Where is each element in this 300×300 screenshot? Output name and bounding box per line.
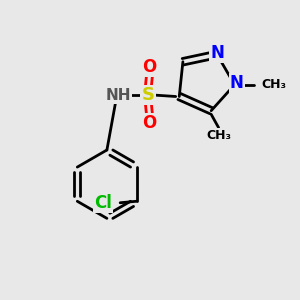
Text: N: N	[230, 74, 244, 92]
Text: CH₃: CH₃	[206, 129, 231, 142]
Text: O: O	[142, 114, 157, 132]
Text: NH: NH	[106, 88, 131, 103]
Text: Cl: Cl	[94, 194, 112, 212]
Text: S: S	[142, 86, 154, 104]
Text: O: O	[142, 58, 157, 76]
Text: CH₃: CH₃	[261, 78, 286, 91]
Text: N: N	[210, 44, 224, 62]
